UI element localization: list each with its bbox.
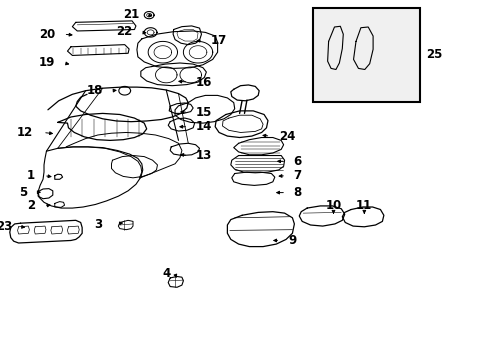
Text: 12: 12 [17, 126, 33, 139]
Text: 14: 14 [195, 120, 211, 133]
FancyBboxPatch shape [312, 8, 419, 102]
Text: 9: 9 [288, 234, 296, 247]
Text: 16: 16 [195, 76, 211, 89]
Text: 7: 7 [293, 169, 301, 182]
Text: 22: 22 [116, 25, 132, 38]
Text: 5: 5 [19, 186, 27, 199]
Text: 8: 8 [293, 186, 301, 199]
Text: 17: 17 [210, 34, 226, 47]
Text: 3: 3 [94, 219, 102, 231]
Text: 23: 23 [0, 220, 12, 233]
Text: 10: 10 [325, 199, 341, 212]
Text: 13: 13 [195, 149, 211, 162]
Text: 21: 21 [123, 8, 139, 21]
Text: 11: 11 [355, 199, 372, 212]
Text: 20: 20 [39, 28, 55, 41]
Text: 15: 15 [195, 106, 211, 119]
Text: 18: 18 [86, 84, 102, 97]
Text: 19: 19 [39, 57, 55, 69]
Text: 4: 4 [163, 267, 171, 280]
Text: 25: 25 [426, 48, 442, 61]
Text: 1: 1 [27, 169, 35, 182]
Text: 2: 2 [27, 199, 35, 212]
Text: 24: 24 [278, 130, 294, 143]
Text: 6: 6 [293, 155, 301, 168]
